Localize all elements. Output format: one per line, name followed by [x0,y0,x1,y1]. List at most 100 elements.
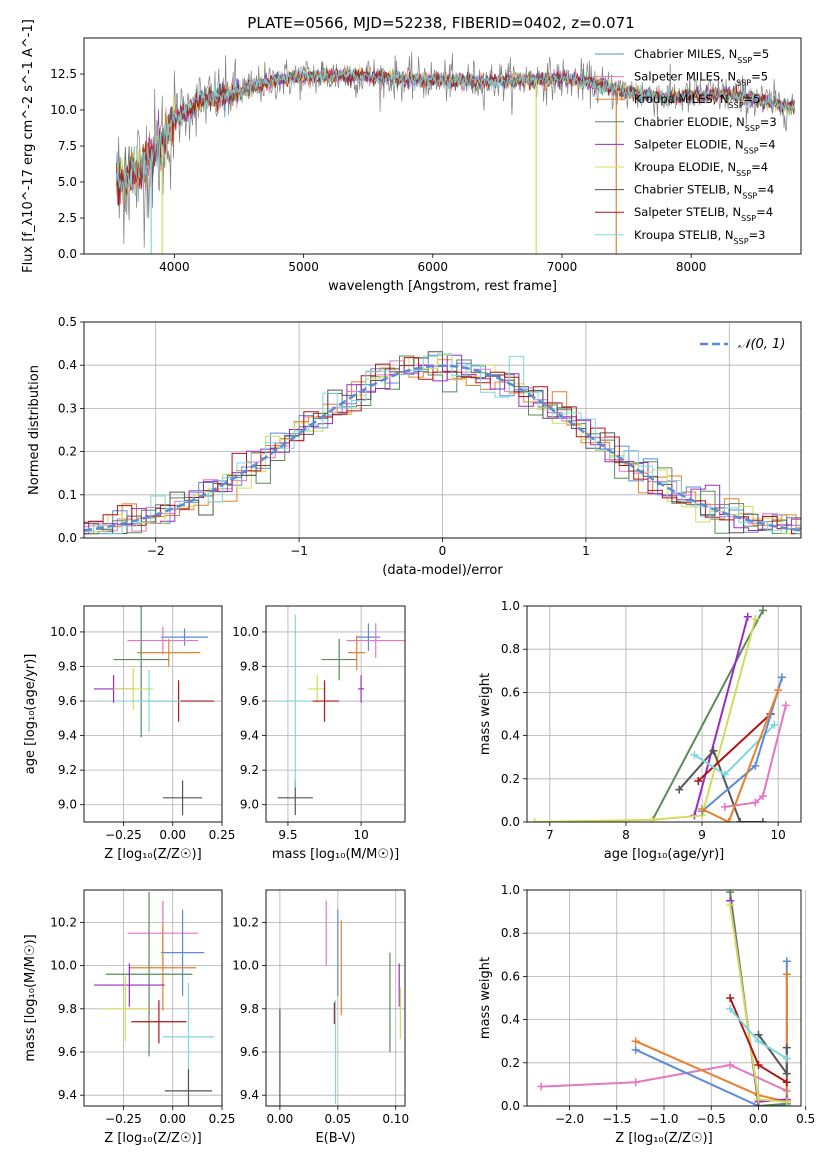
plot-marks [530,606,790,822]
y-tick-label: 9.4 [240,1088,259,1102]
legend-entry-label: Chabrier MILES, NSSP=5 [634,47,769,65]
legend-entry-label: Chabrier STELIB, NSSP=4 [634,183,774,201]
legend-entry-label: Chabrier ELODIE, NSSP=3 [634,115,777,133]
spectrum-panel: 4000 5000 6000 7000 8000 0.0 2.5 5.0 7.5 10.0 12.5… [21,19,802,294]
legend-suffix: =5 [744,92,761,106]
y-tick-label: 0.0 [501,815,520,829]
y-tick-label: 9.6 [58,1045,77,1059]
legend: 𝒩(0, 1) [700,337,785,352]
y-tick-label: 9.8 [58,659,77,673]
y-tick-label: 0.0 [501,1099,520,1113]
series-marker [690,751,699,760]
series-marker [782,1078,791,1087]
legend-entry-label: Salpeter STELIB, NSSP=4 [634,205,773,223]
error-bar-point-chabrier-elodie [105,892,193,1057]
series-marker [694,776,703,785]
x-tick-label: 1 [582,544,590,558]
series-marker [770,720,779,729]
series-marker [751,761,760,770]
series-marker [774,686,783,695]
legend-subscript: SSP [734,236,749,245]
mass-weight-vs-metallicity-panel: −2.0 −1.5 −1.0 −0.5 0.0 0.5 0.0 0.2 0.4 0.6 0.8 1.0… [478,883,815,1146]
y-tick-label: 0.0 [58,247,77,261]
y-tick-label: 2.5 [58,211,77,225]
x-tick-label: 0.00 [159,1112,186,1126]
series-marker [720,802,729,811]
y-tick-label: 0.2 [58,445,77,459]
legend-suffix: =4 [756,205,773,219]
y-tick-label: 9.6 [240,694,259,708]
plot-marks [115,51,795,254]
y-tick-label: 0.6 [501,969,520,983]
y-tick-label: 0.5 [58,315,77,329]
series-marker [758,792,767,801]
series-marker [726,890,735,897]
y-tick-label: 0.2 [501,772,520,786]
error-bar-point-chabrier-miles [160,909,205,996]
legend-entry-label: Salpeter MILES, NSSP=5 [634,70,768,88]
x-tick-label: 2 [725,544,733,558]
error-bar-point-chabrier-elodie [113,606,169,738]
y-tick-label: 9.0 [58,798,77,812]
legend-suffix: =5 [751,70,768,84]
x-axis-label: Z [log₁₀(Z/Z☉)] [104,1131,201,1146]
series-marker [781,701,790,710]
x-axis-label: age [log₁₀(age/yr)] [604,847,725,862]
legend-subscript: SSP [736,78,751,87]
series-line [541,1063,788,1092]
y-tick-label: 0.4 [58,358,77,372]
series-marker [782,1069,791,1078]
series-marker [782,957,791,966]
y-tick-label: 0.3 [58,401,77,415]
error-bar-point-kroupa-stelib [117,669,181,733]
x-tick-label: 0.0 [749,1112,768,1126]
mass-weight-series-chabrier-stelib [675,746,767,822]
series-marker [754,1060,763,1069]
y-tick-label: 9.4 [240,729,259,743]
y-tick-label: 0.2 [501,1056,520,1070]
legend: Chabrier MILES, NSSP=5 Salpeter MILES, NS… [595,47,777,245]
y-tick-label: 9.4 [58,729,77,743]
y-tick-label: 10.0 [232,625,259,639]
legend-entry-label: Kroupa STELIB, NSSP=3 [634,228,765,246]
x-tick-label: −1.0 [649,1112,678,1126]
age-vs-mass-panel: 9.5 10 9.0 9.2 9.4 9.6 9.8 10.0 mass [log₁₀(M/M☉… [232,605,406,862]
series-line [534,618,757,822]
residual-histogram-kroupa-stelib [84,353,801,535]
x-tick-label: 0.25 [209,828,236,842]
y-tick-label: 10.0 [50,959,77,973]
axes-frame [265,605,406,823]
error-bar-point-salpeter-stelib [131,1000,187,1044]
axes-frame [83,37,802,255]
error-bar-point-chabrier-elodie [321,638,357,681]
x-tick-label: 6000 [418,260,449,274]
y-tick-label: 9.6 [240,1045,259,1059]
figure-title: PLATE=0566, MJD=52238, FIBERID=0402, z=0… [247,14,634,32]
legend-subscript: SSP [741,214,756,223]
series-line [635,974,788,1103]
residual-histogram-panel: −2 −1 0 1 2 0.0 0.1 0.2 0.3 0.4 0.5 (data-model)/er… [27,315,802,578]
y-tick-label: 9.2 [58,763,77,777]
x-axis-label: mass [log₁₀(M/M☉)] [272,847,399,862]
normal-distribution-curve [84,364,801,532]
plot-marks [279,900,401,1106]
legend-suffix: =4 [751,160,768,174]
error-bar-point-salpeter-stelib [309,680,340,722]
error-bar-point-chabrier-stelib [162,780,203,816]
x-tick-label: 0.5 [796,1112,815,1126]
y-tick-label: 9.2 [240,763,259,777]
x-tick-label: 8 [622,828,630,842]
y-tick-label: 10.2 [50,915,77,929]
y-tick-label: 0.4 [501,1013,520,1027]
series-marker [726,1060,735,1069]
y-tick-label: 9.8 [58,1002,77,1016]
error-bar-point-kroupa-miles [137,638,201,667]
series-marker [726,901,735,910]
x-tick-label: 0 [439,544,447,558]
series-line [651,609,764,821]
y-tick-label: 9.0 [240,798,259,812]
mass-weight-series-kroupa-stelib [726,1004,791,1063]
error-bar-point-salpeter-elodie [93,963,165,1007]
mass-weight-series-kroupa-miles [698,686,783,822]
y-tick-label: 9.4 [58,1088,77,1102]
